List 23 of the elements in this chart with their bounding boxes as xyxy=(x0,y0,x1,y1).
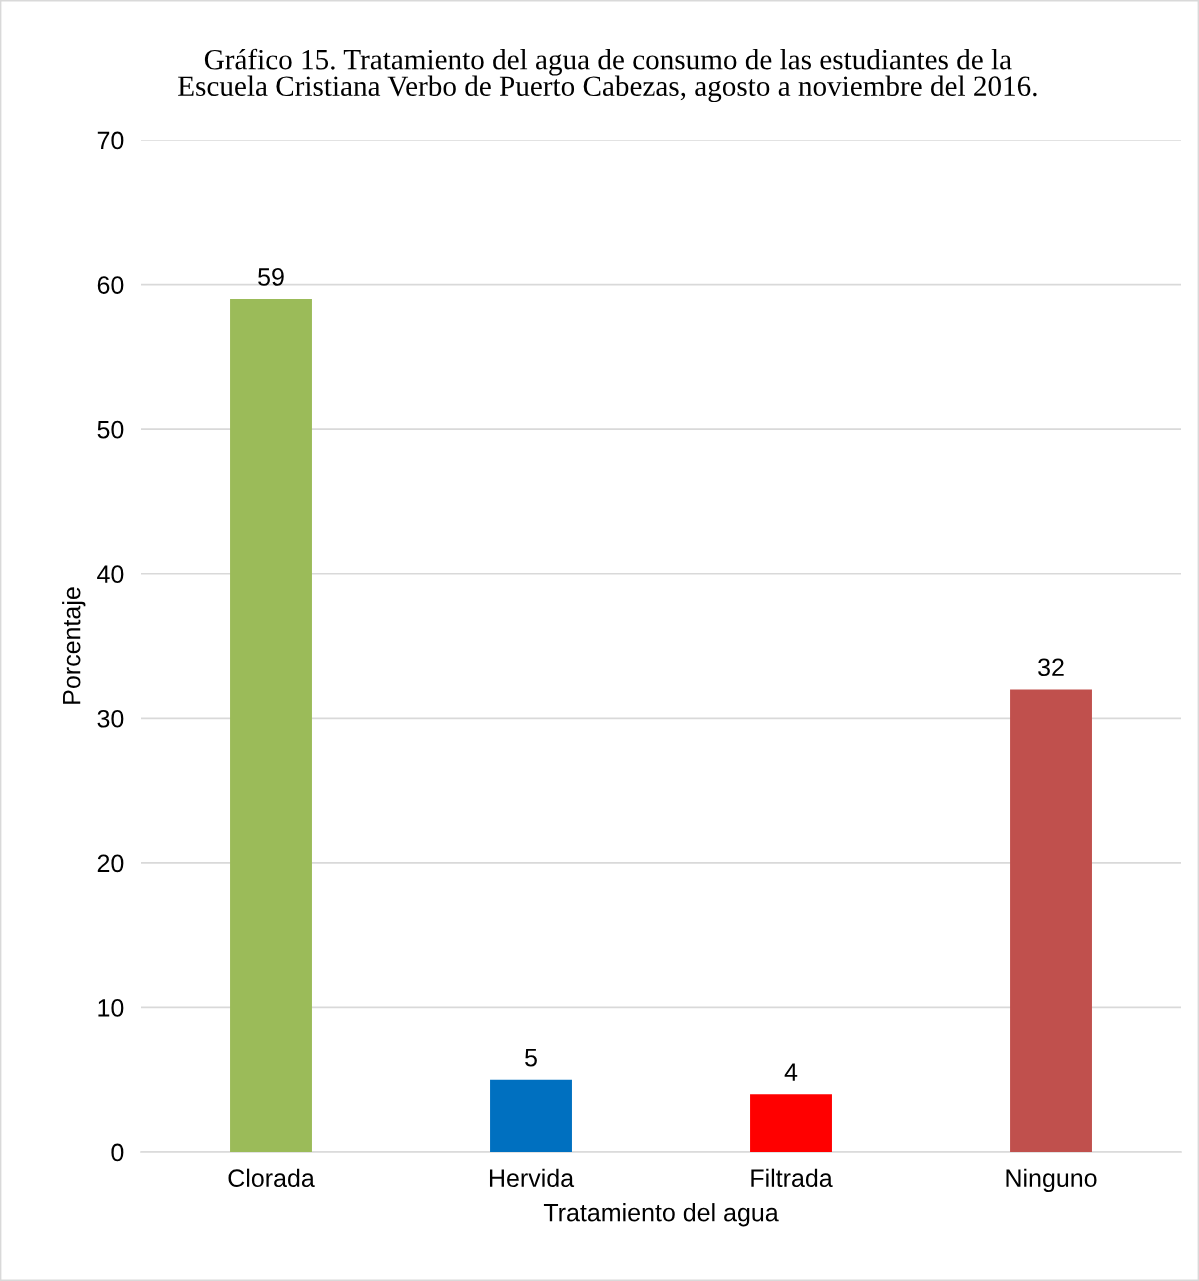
y-tick-label: 30 xyxy=(97,709,124,728)
x-tick-label: Hervida xyxy=(489,1168,575,1188)
data-label: 59 xyxy=(258,268,284,286)
y-tick-label: 70 xyxy=(97,131,124,150)
data-label: 32 xyxy=(1038,658,1064,677)
x-tick-label: Filtrada xyxy=(751,1168,833,1188)
y-axis-title: Porcentaje xyxy=(62,587,86,704)
y-tick-label: 0 xyxy=(111,1143,124,1162)
bar xyxy=(750,1094,832,1152)
data-label: 4 xyxy=(784,1063,798,1081)
x-tick-label: Clorada xyxy=(228,1168,315,1188)
chart-title: Gráfico 15. Tratamiento del agua de consumo de las estudiantes de la Escuela Cristiana Verbo de Puerto Cabezas, agosto a noviembre del 2016. xyxy=(178,48,1037,103)
bar xyxy=(1010,689,1092,1152)
data-label: 5 xyxy=(525,1049,537,1067)
bar xyxy=(490,1079,572,1152)
y-tick-label: 20 xyxy=(97,854,124,873)
bar xyxy=(230,299,312,1152)
y-tick-label: 10 xyxy=(98,999,124,1017)
y-tick-label: 50 xyxy=(97,420,124,439)
y-tick-label: 40 xyxy=(97,565,124,584)
x-axis-title: Tratamiento del agua xyxy=(543,1203,779,1227)
x-tick-label: Ninguno xyxy=(1006,1168,1097,1192)
y-tick-label: 60 xyxy=(97,276,124,294)
